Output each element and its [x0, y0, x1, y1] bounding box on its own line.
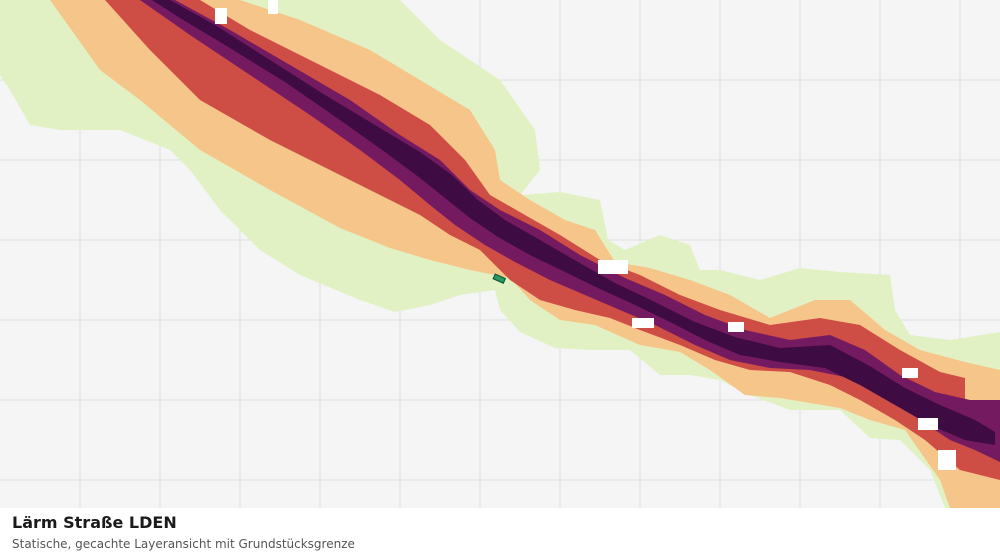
noise-map[interactable] [0, 0, 1000, 508]
cache-gaps [215, 0, 956, 470]
layer-subtitle: Statische, gecachte Layeransicht mit Gru… [12, 537, 355, 551]
parcel-boundary-icon[interactable] [492, 273, 507, 284]
noise-map-canvas [0, 0, 1000, 508]
noise-band-5 [152, 0, 995, 445]
layer-caption: Lärm Straße LDEN Statische, gecachte Lay… [0, 508, 1000, 560]
layer-title: Lärm Straße LDEN [12, 513, 177, 532]
